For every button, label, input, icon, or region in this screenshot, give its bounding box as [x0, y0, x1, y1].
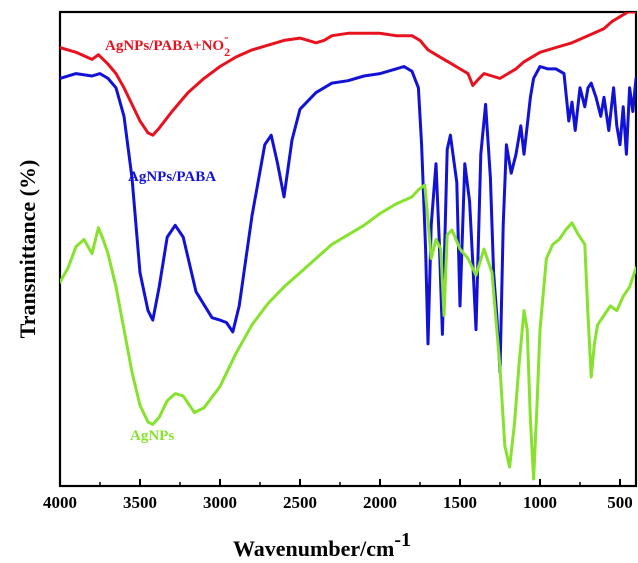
x-tick-label-2500: 2500: [283, 493, 317, 512]
y-axis-title: Transmittance (%): [15, 160, 40, 339]
x-tick-label-2000: 2000: [363, 493, 397, 512]
x-ticks: 4000 3500 3000 2500 2000 1500 1000 500: [43, 479, 633, 512]
x-tick-label-1500: 1500: [443, 493, 477, 512]
series-group: [60, 12, 636, 479]
x-tick-label-1000: 1000: [523, 493, 557, 512]
x-tick-label-3500: 3500: [123, 493, 157, 512]
x-tick-label-4000: 4000: [43, 493, 77, 512]
x-tick-label-500: 500: [607, 493, 633, 512]
x-tick-label-3000: 3000: [203, 493, 237, 512]
series-label-agnps-paba-no2: AgNPs/PABA+NO2-: [105, 29, 230, 59]
x-axis-title: Wavenumber/cm-1: [233, 529, 411, 561]
series-line-agnps-paba: [60, 67, 636, 373]
series-label-agnps: AgNPs: [130, 428, 174, 444]
series-label-agnps-paba: AgNPs/PABA: [128, 169, 216, 185]
series-line-agnps-paba-no2: [60, 12, 636, 135]
